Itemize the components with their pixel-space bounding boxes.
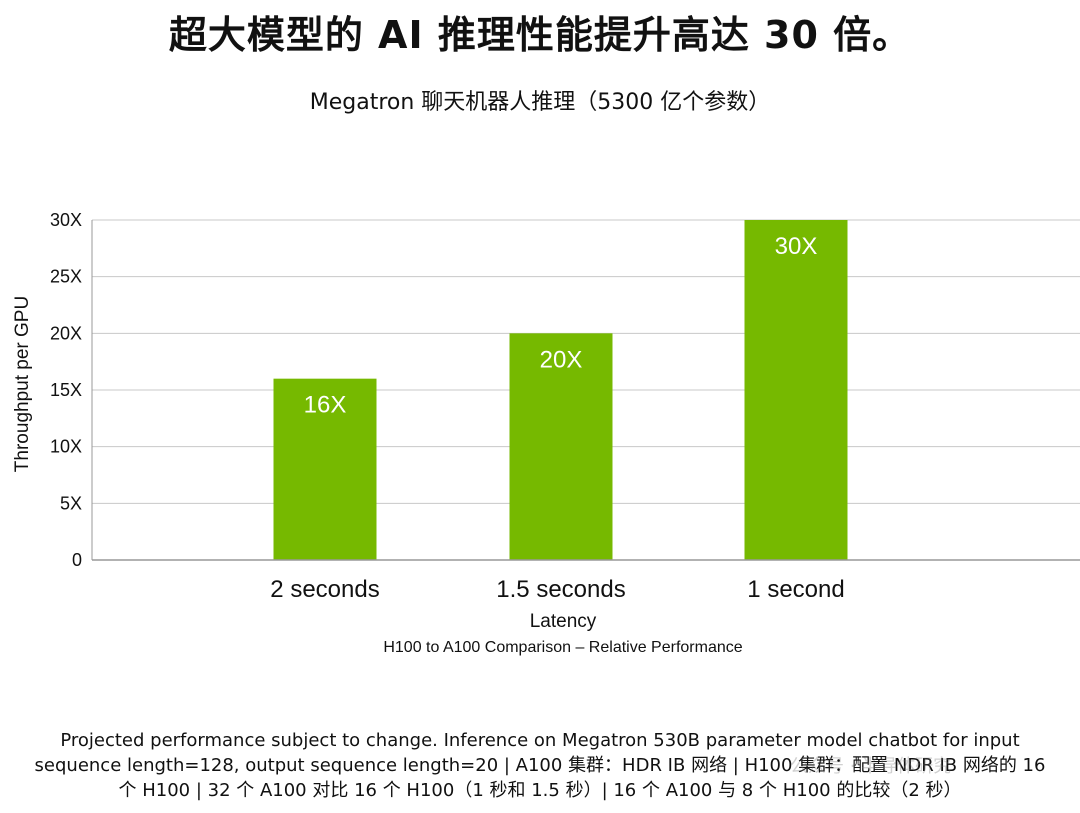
x-tick-label: 2 seconds (270, 576, 379, 603)
y-tick-label: 5X (60, 493, 82, 513)
x-axis-label: Latency (530, 611, 597, 632)
y-tick-label: 25X (50, 267, 82, 287)
footnote-line-2: sequence length=128, output sequence len… (34, 755, 1046, 776)
bars: 16X 20X 30X (273, 220, 848, 560)
bar (744, 220, 848, 560)
bar-chart: 16X 20X 30X 0 5X 10X 15X 20X 25X 30X 2 seconds 1.5… (12, 210, 1080, 656)
watermark: 公众号 · 半导体研究 (790, 756, 952, 777)
bar-data-label: 20X (540, 346, 583, 373)
bar-data-label: 16X (304, 392, 347, 419)
y-tick-label: 30X (50, 210, 82, 230)
axes: 0 5X 10X 15X 20X 25X 30X 2 seconds 1.5 seconds 1 … (50, 210, 1080, 603)
bar (509, 333, 613, 560)
y-tick-label: 15X (50, 380, 82, 400)
bar (273, 378, 377, 560)
y-tick-label: 0 (72, 550, 82, 570)
y-tick-label: 20X (50, 323, 82, 343)
y-axis-label: Throughput per GPU (12, 296, 33, 472)
chart-subtitle: Megatron 聊天机器人推理（5300 亿个参数） (309, 90, 771, 115)
bar-data-label: 30X (775, 233, 818, 260)
page-title: 超大模型的 AI 推理性能提升高达 30 倍。 (168, 13, 912, 57)
y-tick-label: 10X (50, 437, 82, 457)
chart-caption: H100 to A100 Comparison – Relative Perfo… (383, 639, 742, 656)
footnote: Projected performance subject to change.… (10, 728, 1070, 803)
x-tick-label: 1.5 seconds (496, 576, 625, 603)
footnote-line-3: 个 H100 | 32 个 A100 对比 16 个 H100（1 秒和 1.5… (118, 780, 962, 801)
x-tick-label: 1 second (747, 576, 844, 603)
footnote-line-1: Projected performance subject to change.… (60, 730, 1020, 751)
